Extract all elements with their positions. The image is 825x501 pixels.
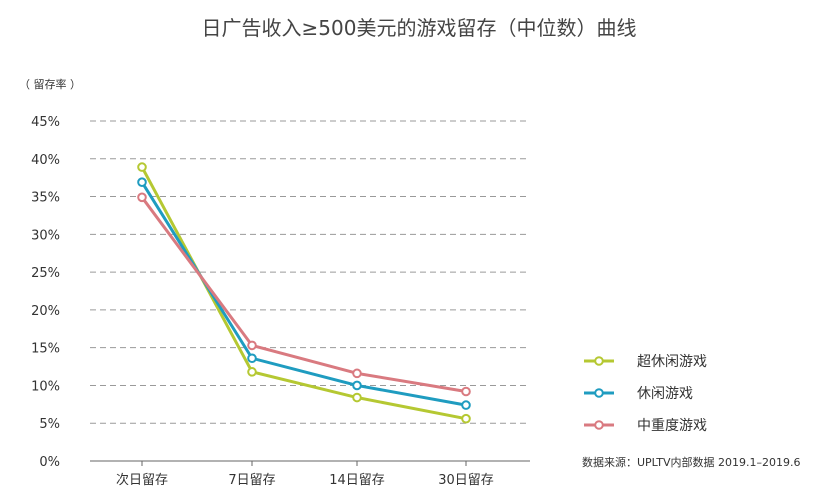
data-point <box>352 392 362 403</box>
data-point <box>137 192 147 203</box>
source-note: 数据来源：UPLTV内部数据 2019.1–2019.6 <box>582 455 801 469</box>
series-layer <box>137 162 471 424</box>
legend-label: 中重度游戏 <box>637 418 707 434</box>
series-line <box>140 180 468 407</box>
data-point <box>137 177 147 187</box>
data-point <box>247 340 257 351</box>
legend-marker <box>594 388 604 398</box>
y-tick-label: 25% <box>31 266 60 281</box>
legend-item: 中重度游戏 <box>584 418 707 434</box>
series-line <box>140 165 468 421</box>
legend-label: 休闲游戏 <box>637 386 693 402</box>
series-line <box>140 195 468 393</box>
data-point <box>461 413 471 424</box>
x-tick-label: 14日留存 <box>329 473 385 488</box>
y-tick-label: 30% <box>31 228 60 243</box>
y-tick-label: 40% <box>31 153 60 168</box>
legend-label: 超休闲游戏 <box>637 354 707 370</box>
y-tick-label: 20% <box>31 304 60 319</box>
y-tick-label: 45% <box>31 115 60 130</box>
legend-marker <box>594 356 604 366</box>
legend-item: 超休闲游戏 <box>584 354 707 370</box>
data-point <box>137 162 147 172</box>
chart-title: 日广告收入≥500美元的游戏留存（中位数）曲线 <box>202 16 637 40</box>
data-point <box>461 386 471 397</box>
y-tick-label: 15% <box>31 342 60 357</box>
x-tick-label: 7日留存 <box>228 473 275 488</box>
x-tick-labels: 次日留存 7日留存 14日留存 30日留存 <box>116 461 494 488</box>
y-tick-label: 10% <box>31 379 60 394</box>
series-休闲游戏 <box>137 177 471 410</box>
data-point <box>352 368 362 379</box>
data-point <box>461 400 471 410</box>
y-tick-label: 35% <box>31 191 60 206</box>
series-中重度游戏 <box>137 192 471 397</box>
y-axis-unit-label: （ 留存率 ） <box>19 77 81 91</box>
grid-layer <box>90 120 530 462</box>
y-tick-label: 5% <box>39 417 60 432</box>
data-point <box>247 367 257 377</box>
data-point <box>352 380 362 391</box>
x-tick-label: 次日留存 <box>116 472 168 488</box>
legend-marker <box>594 420 604 430</box>
y-tick-label: 0% <box>39 455 60 470</box>
y-tick-labels: 0% 5% 10% 15% 20% 25% 30% 35% 40% 45% <box>31 115 60 470</box>
data-point <box>247 353 257 364</box>
x-tick-label: 30日留存 <box>438 473 494 488</box>
legend-item: 休闲游戏 <box>584 386 693 402</box>
